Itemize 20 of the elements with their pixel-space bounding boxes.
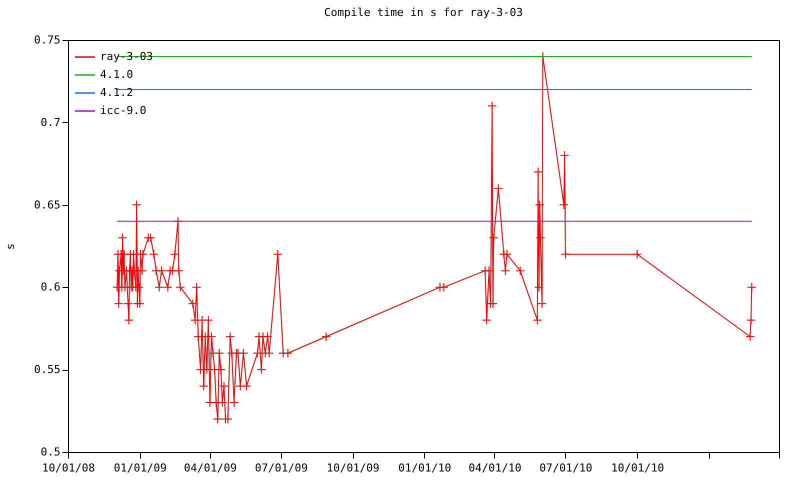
x-tick-label: 07/01/09 [254,462,308,474]
legend-label: icc-9.0 [100,104,146,117]
x-tick-label: 10/01/08 [42,462,95,474]
y-tick-label: 0.6 [40,280,60,294]
x-tick-label: 04/01/10 [468,462,522,474]
y-tick-label: 0.55 [34,363,60,376]
x-tick-label: 07/01/10 [539,462,592,474]
chart-title: Compile time in s for ray-3-03 [324,6,523,19]
x-tick-label: 10/01/10 [611,462,664,474]
x-tick-label: 01/01/10 [398,462,452,474]
y-tick-label: 0.5 [40,446,60,458]
x-tick-label: 01/01/09 [114,462,167,474]
x-tick-label: 04/01/09 [184,462,237,474]
legend-label: 4.1.0 [100,68,134,81]
y-tick-label: 0.75 [34,34,60,46]
x-tick-label: 10/01/09 [326,462,380,474]
y-tick-label: 0.65 [34,198,60,212]
y-tick-label: 0.7 [40,116,60,129]
legend-label: 4.1.2 [100,86,134,99]
y-axis-title: s [4,243,18,250]
